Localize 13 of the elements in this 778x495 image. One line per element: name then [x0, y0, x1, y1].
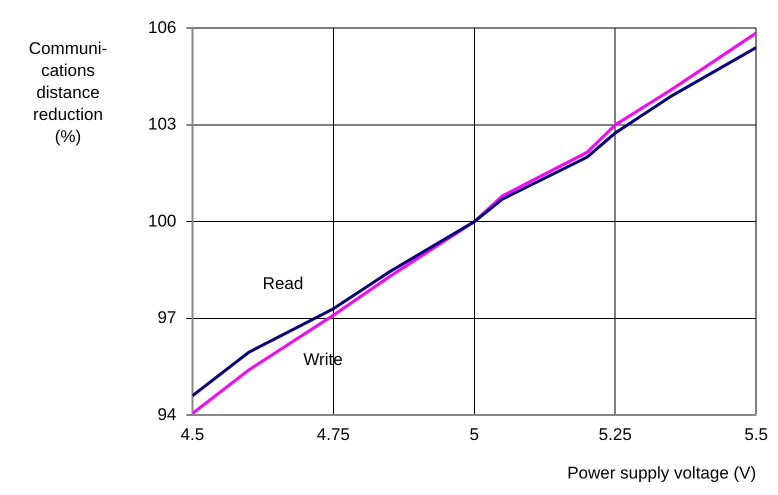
x-tick-label: 4.5 [180, 425, 204, 444]
y-tick-label: 97 [157, 308, 176, 328]
y-tick-label: 106 [148, 18, 176, 37]
y-tick-label: 103 [148, 114, 176, 134]
series-label: Read [262, 274, 304, 293]
y-axis-title: Communi- cations distance reduction (%) [28, 38, 108, 148]
x-axis-title: Power supply voltage (V) [567, 463, 756, 482]
y-tick-label: 100 [148, 211, 176, 230]
x-tick-label: 4.75 [316, 425, 350, 444]
x-tick-label: 5.5 [744, 425, 768, 444]
x-tick-label: 5.25 [598, 425, 632, 444]
x-tick-label: 5 [470, 425, 480, 444]
y-tick-label: 94 [157, 404, 176, 424]
